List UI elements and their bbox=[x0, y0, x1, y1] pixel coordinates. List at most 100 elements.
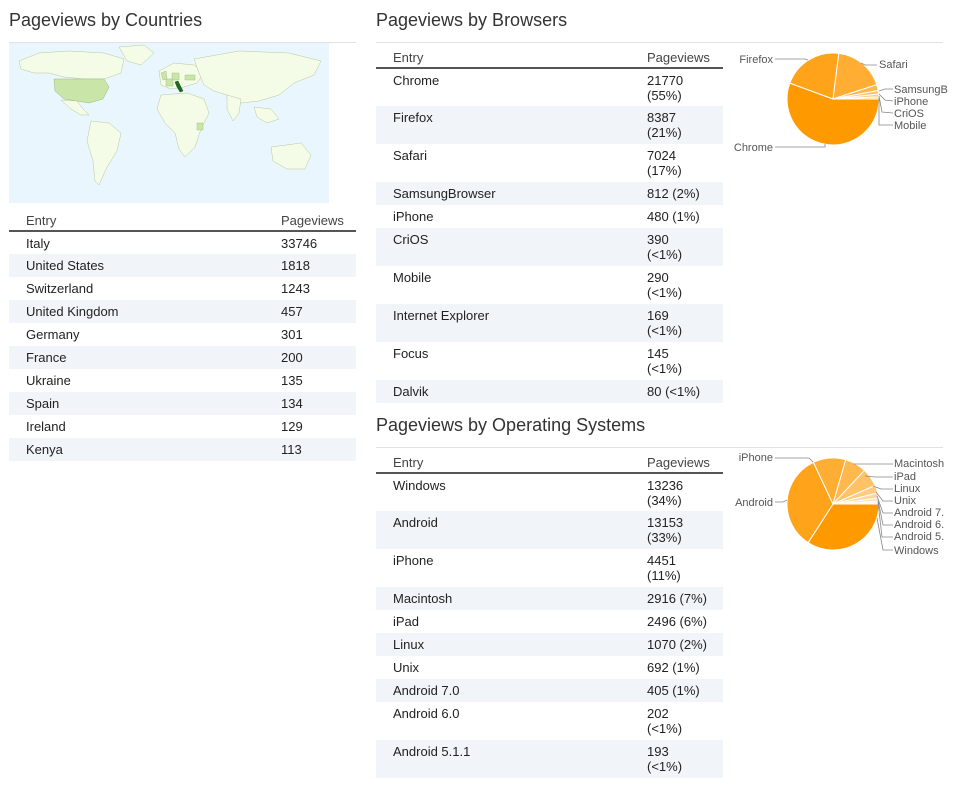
pie-label-iphone: iPhone bbox=[739, 452, 773, 464]
map-region-asia[interactable] bbox=[193, 50, 322, 104]
pie-slice-android[interactable] bbox=[786, 461, 834, 544]
pie-label-linux: Linux bbox=[894, 483, 921, 495]
table-row[interactable]: Germany 301 bbox=[9, 323, 356, 346]
pageviews-value: 134 bbox=[281, 396, 303, 411]
os-table: Entry Pageviews Windows 13236 (34%) Android… bbox=[376, 448, 723, 778]
pageviews-percent: (<1%) bbox=[647, 323, 683, 338]
pie-label-samsungbrowser: SamsungB bbox=[894, 84, 948, 96]
map-country-greenland[interactable] bbox=[118, 44, 155, 66]
entry-cell: Spain bbox=[9, 392, 281, 415]
entry-cell: Windows bbox=[393, 478, 446, 493]
pageviews-cell: 80 (<1%) bbox=[647, 380, 723, 403]
entry-header[interactable]: Entry bbox=[9, 206, 281, 232]
pie-label-crios: CriOS bbox=[894, 108, 924, 120]
entry-cell: United States bbox=[9, 254, 281, 277]
table-row[interactable]: Safari 7024 (17%) bbox=[376, 144, 723, 182]
browsers-pie-chart[interactable]: Chrome Firefox Safari SamsungBiPhoneCriOSMo… bbox=[725, 45, 958, 160]
table-row[interactable]: iPhone 480 (1%) bbox=[376, 205, 723, 228]
table-row[interactable]: Kenya 113 bbox=[9, 438, 356, 461]
pageviews-cell: 13236 (34%) bbox=[647, 473, 723, 511]
pie-leader-line bbox=[877, 499, 893, 526]
table-row[interactable]: CriOS 390 (<1%) bbox=[376, 228, 723, 266]
pageviews-percent: (<1%) bbox=[647, 247, 683, 262]
map-country-usa[interactable] bbox=[53, 78, 110, 104]
table-row[interactable]: Firefox 8387 (21%) bbox=[376, 106, 723, 144]
os-title: Pageviews by Operating Systems bbox=[376, 415, 646, 435]
pageviews-value: 8387 bbox=[647, 110, 676, 125]
pageviews-cell: 1818 bbox=[281, 254, 356, 277]
table-row[interactable]: Unix 692 (1%) bbox=[376, 656, 723, 679]
table-row[interactable]: Internet Explorer 169 (<1%) bbox=[376, 304, 723, 342]
pie-label-unix: Unix bbox=[894, 495, 917, 507]
pageviews-value: 33746 bbox=[281, 236, 318, 251]
pie-slice-firefox[interactable] bbox=[789, 52, 840, 100]
map-region-india[interactable] bbox=[226, 94, 242, 122]
pageviews-cell: 145 (<1%) bbox=[647, 342, 723, 380]
map-country-ukraine[interactable] bbox=[184, 74, 196, 81]
table-row[interactable]: Focus 145 (<1%) bbox=[376, 342, 723, 380]
pageviews-value: 200 bbox=[281, 350, 303, 365]
table-row[interactable]: SamsungBrowser 812 (2%) bbox=[376, 182, 723, 205]
world-map[interactable] bbox=[9, 43, 329, 203]
pageviews-cell: 113 bbox=[281, 438, 356, 461]
pageviews-percent: (<1%) bbox=[647, 285, 683, 300]
table-row[interactable]: Spain 134 bbox=[9, 392, 356, 415]
pageviews-percent: (21%) bbox=[647, 125, 682, 140]
pageviews-percent: (33%) bbox=[647, 530, 682, 545]
table-row[interactable]: Android 13153 (33%) bbox=[376, 511, 723, 549]
map-country-mexico[interactable] bbox=[60, 99, 90, 116]
map-country-france[interactable] bbox=[165, 78, 174, 87]
table-row[interactable]: Android 7.0 405 (1%) bbox=[376, 679, 723, 702]
pageviews-value: 169 bbox=[647, 308, 669, 323]
table-row[interactable]: United States 1818 bbox=[9, 254, 356, 277]
pageviews-value: 290 bbox=[647, 270, 669, 285]
table-row[interactable]: Android 5.1.1 193 (<1%) bbox=[376, 740, 723, 778]
map-country-australia[interactable] bbox=[270, 142, 312, 170]
table-row[interactable]: Ukraine 135 bbox=[9, 369, 356, 392]
entry-cell: Mobile bbox=[393, 270, 432, 285]
browsers-divider bbox=[376, 42, 943, 43]
table-row[interactable]: Linux 1070 (2%) bbox=[376, 633, 723, 656]
map-region-southeast-asia[interactable] bbox=[253, 106, 280, 124]
map-country-italy[interactable] bbox=[174, 80, 184, 93]
table-row[interactable]: Chrome 21770 (55%) bbox=[376, 68, 723, 106]
entry-cell: Safari bbox=[393, 148, 427, 163]
entry-cell: Linux bbox=[376, 633, 647, 656]
pageviews-value: 405 (1%) bbox=[647, 683, 700, 698]
map-region-africa[interactable] bbox=[156, 92, 210, 158]
table-row[interactable]: Macintosh 2916 (7%) bbox=[376, 587, 723, 610]
map-country-germany[interactable] bbox=[171, 72, 180, 81]
table-row[interactable]: iPad 2496 (6%) bbox=[376, 610, 723, 633]
table-row[interactable]: Italy 33746 bbox=[9, 231, 356, 254]
pie-label-ipad: iPad bbox=[894, 471, 916, 483]
pageviews-cell: 200 bbox=[281, 346, 356, 369]
table-row[interactable]: Mobile 290 (<1%) bbox=[376, 266, 723, 304]
pageviews-percent: (11%) bbox=[647, 568, 681, 583]
table-row[interactable]: iPhone 4451 (11%) bbox=[376, 549, 723, 587]
pie-leader-line bbox=[775, 144, 826, 148]
table-row[interactable]: Dalvik 80 (<1%) bbox=[376, 380, 723, 403]
pageviews-cell: 8387 (21%) bbox=[647, 106, 723, 144]
table-row[interactable]: Switzerland 1243 bbox=[9, 277, 356, 300]
pageviews-header[interactable]: Pageviews bbox=[281, 206, 356, 232]
table-row[interactable]: United Kingdom 457 bbox=[9, 300, 356, 323]
pageviews-header[interactable]: Pageviews bbox=[647, 43, 723, 69]
entry-cell: Ireland bbox=[26, 419, 66, 434]
entry-header[interactable]: Entry bbox=[376, 448, 647, 474]
map-region-south-america[interactable] bbox=[86, 120, 122, 186]
table-row[interactable]: Windows 13236 (34%) bbox=[376, 473, 723, 511]
os-pie-chart[interactable]: Windows Android iPhone MacintoshiPadLinuxUn… bbox=[725, 448, 958, 563]
table-row[interactable]: France 200 bbox=[9, 346, 356, 369]
entry-cell: iPhone bbox=[393, 209, 434, 224]
table-row[interactable]: Android 6.0 202 (<1%) bbox=[376, 702, 723, 740]
browsers-title: Pageviews by Browsers bbox=[376, 10, 568, 30]
pageviews-header[interactable]: Pageviews bbox=[647, 448, 723, 474]
map-country-kenya[interactable] bbox=[196, 122, 204, 131]
entry-cell: Italy bbox=[26, 236, 50, 251]
pageviews-value: 2496 (6%) bbox=[647, 614, 707, 629]
pageviews-cell: 193 (<1%) bbox=[647, 740, 723, 778]
table-row[interactable]: Ireland 129 bbox=[9, 415, 356, 438]
os-divider bbox=[376, 447, 943, 448]
entry-header[interactable]: Entry bbox=[376, 43, 647, 69]
entry-cell: Chrome bbox=[393, 73, 440, 88]
